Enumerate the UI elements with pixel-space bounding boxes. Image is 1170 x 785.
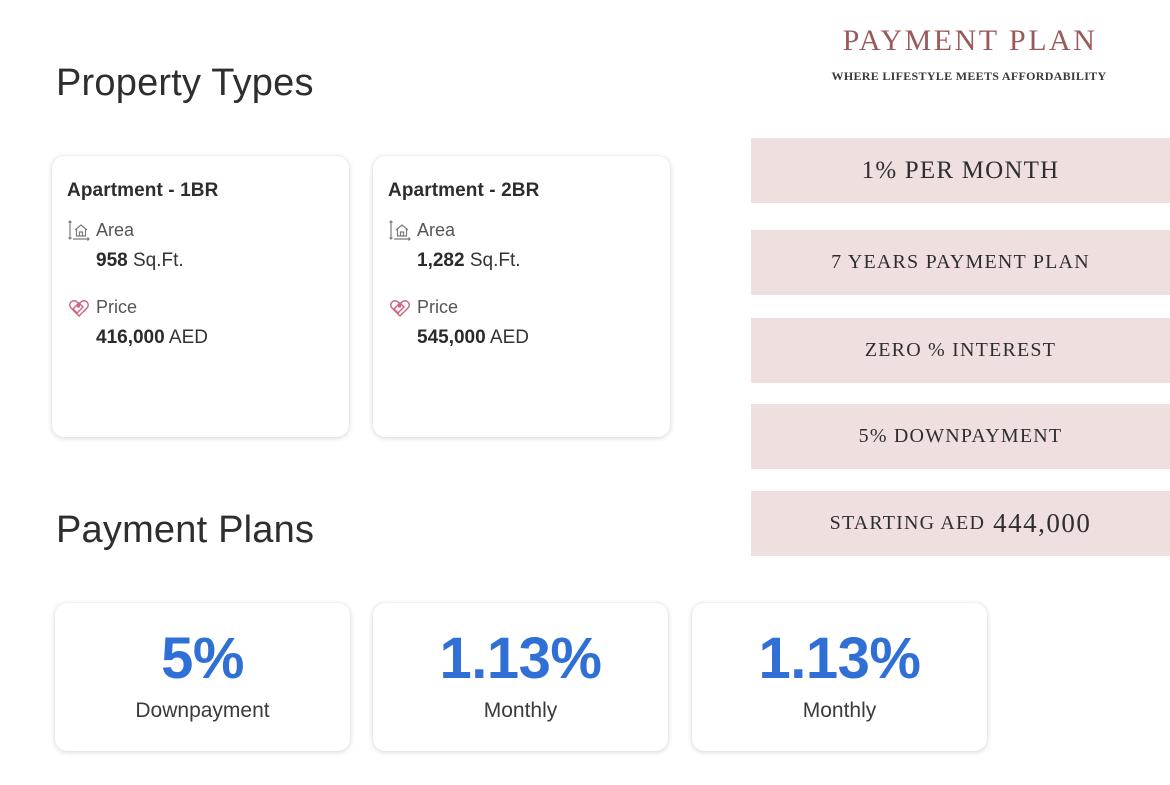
plan-card-downpayment[interactable]: 5% Downpayment (55, 603, 350, 751)
feature-zero-interest: ZERO % INTEREST (751, 318, 1170, 383)
brand-tagline: WHERE LIFESTYLE MEETS AFFORDABILITY (831, 69, 1107, 83)
house-area-icon (388, 218, 412, 242)
area-value: 958 Sq.Ft. (96, 250, 184, 271)
payment-plans-title: Payment Plans (56, 509, 315, 551)
plan-value: 5% (161, 626, 244, 691)
price-value: 545,000 AED (417, 327, 529, 348)
area-label: Area (96, 219, 135, 240)
feature-per-month: 1% PER MONTH (751, 138, 1170, 203)
property-card-1br[interactable]: Apartment - 1BR Area 958 Sq.Ft. Price 4 (52, 156, 349, 437)
plan-label: Monthly (802, 699, 877, 722)
price-tag-heart-icon (388, 295, 412, 319)
starting-value: 444,000 (993, 508, 1092, 538)
price-label: Price (96, 296, 138, 317)
property-name: Apartment - 2BR (388, 180, 540, 201)
plan-label: Monthly (483, 699, 558, 722)
plan-value: 1.13% (439, 626, 602, 691)
property-types-title: Property Types (56, 62, 314, 104)
plan-card-monthly-1[interactable]: 1.13% Monthly (373, 603, 668, 751)
plan-label: Downpayment (135, 699, 270, 722)
plan-value: 1.13% (758, 626, 921, 691)
starting-label: STARTING AED (829, 512, 986, 534)
area-value: 1,282 Sq.Ft. (417, 250, 521, 271)
property-name: Apartment - 1BR (67, 180, 219, 201)
brand-title: PAYMENT PLAN (842, 24, 1098, 57)
feature-years-plan: 7 YEARS PAYMENT PLAN (751, 230, 1170, 295)
house-area-icon (67, 218, 91, 242)
price-label: Price (417, 296, 459, 317)
feature-downpayment: 5% DOWNPAYMENT (751, 404, 1170, 469)
feature-starting-price: STARTING AED 444,000 (751, 491, 1170, 556)
area-label: Area (417, 219, 456, 240)
price-value: 416,000 AED (96, 327, 208, 348)
plan-card-monthly-2[interactable]: 1.13% Monthly (692, 603, 987, 751)
property-card-2br[interactable]: Apartment - 2BR Area 1,282 Sq.Ft. Price (373, 156, 670, 437)
price-tag-heart-icon (67, 295, 91, 319)
